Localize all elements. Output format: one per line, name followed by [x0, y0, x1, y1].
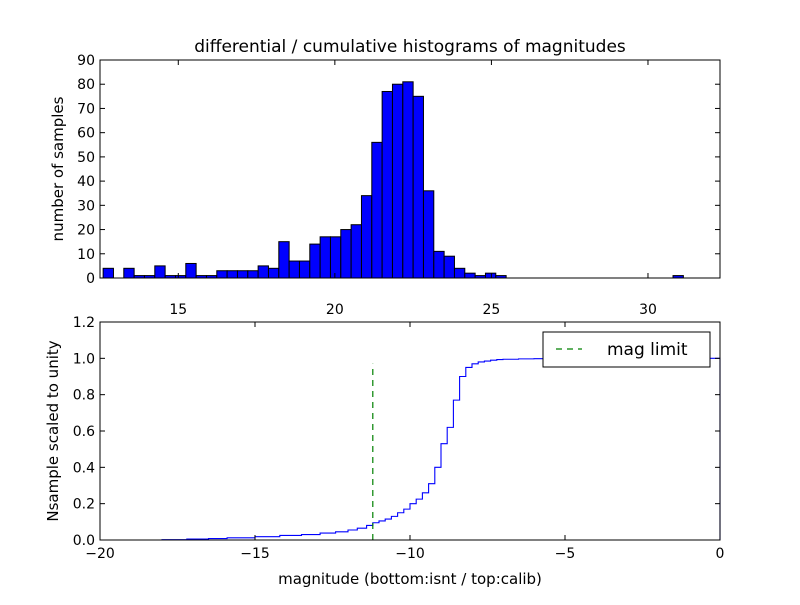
histogram-bar-31: [422, 190, 435, 279]
top-y-tick-label: 80: [77, 77, 95, 93]
legend-label-mag-limit: mag limit: [607, 340, 688, 360]
bottom-plot-frame: [99, 321, 721, 541]
histogram-bar-8: [185, 262, 197, 279]
bottom-y-tick-label: 1.2: [73, 315, 95, 331]
top-y-tick-label: 0: [86, 271, 95, 287]
bottom-y-tick-label: 0.8: [73, 388, 95, 404]
cumulative-curve: [100, 357, 721, 541]
histogram-bar-34: [453, 267, 466, 279]
top-y-axis-label: number of samples: [49, 96, 67, 241]
histogram-bars: [102, 81, 684, 279]
bottom-axis-ticks: 0.0 0.2 0.4 0.6 0.8 1.0 1.2 −20 −15 −10 −5 0: [73, 315, 725, 562]
top-y-tick-label: 30: [77, 198, 95, 214]
histogram-bar-23: [340, 229, 352, 279]
top-x-tick-label: 25: [483, 302, 501, 318]
histogram-bar-27: [381, 90, 393, 279]
top-y-tick-label: 20: [77, 223, 95, 239]
histogram-bar-20: [309, 243, 321, 279]
histogram-bar-21: [319, 236, 331, 279]
histogram-bar-30: [412, 95, 424, 279]
histogram-bar-32: [433, 250, 445, 279]
bottom-x-tick-label: −20: [85, 546, 115, 562]
histogram-bar-37: [484, 272, 497, 279]
bottom-x-tick-label: −10: [395, 546, 425, 562]
histogram-bar-35: [464, 272, 476, 279]
top-y-tick-label: 40: [77, 174, 95, 190]
bottom-x-axis-label: magnitude (bottom:isnt / top:calib): [278, 570, 542, 588]
histogram-bar-28: [391, 83, 404, 279]
histogram-bar-13: [236, 270, 249, 279]
histogram-bar-5: [154, 265, 166, 279]
top-y-tick-label: 60: [77, 126, 95, 142]
histogram-bar-2: [123, 267, 135, 279]
top-x-tick-label: 15: [169, 302, 187, 318]
histogram-bar-17: [278, 241, 290, 279]
bottom-x-tick-label: −5: [555, 546, 576, 562]
cumulative-lines: [100, 357, 721, 541]
histogram-bar-25: [360, 195, 373, 279]
histogram-bar-16: [267, 267, 280, 279]
bottom-y-tick-label: 0.6: [73, 424, 95, 440]
top-y-tick-label: 70: [77, 101, 95, 117]
top-y-tick-label: 10: [77, 247, 95, 263]
top-x-tick-label: 20: [326, 302, 344, 318]
histogram-bar-18: [288, 260, 300, 279]
top-axis-ticks: 0 10 20 30 40 50 60 70 80 90 15 20 25 30: [77, 53, 720, 318]
histogram-bar-26: [371, 141, 383, 279]
chart-title: differential / cumulative histograms of …: [194, 37, 626, 57]
histogram-bar-24: [350, 224, 362, 279]
bottom-y-axis-label: Nsample scaled to unity: [44, 340, 62, 521]
histogram-panel: differential / cumulative histograms of …: [49, 37, 721, 318]
histogram-bar-14: [247, 270, 259, 279]
histogram-bar-0: [102, 267, 114, 279]
histogram-bar-29: [402, 81, 414, 279]
bottom-y-tick-label: 0.0: [73, 533, 95, 549]
top-y-tick-label: 90: [77, 53, 95, 69]
histogram-bar-22: [329, 236, 342, 279]
bottom-x-tick-label: 0: [716, 546, 725, 562]
histogram-bar-11: [216, 270, 228, 279]
histogram-bar-33: [443, 255, 455, 279]
histogram-bar-19: [298, 260, 311, 279]
top-y-tick-label: 50: [77, 150, 95, 166]
histogram-bar-12: [226, 270, 238, 279]
histogram-bar-15: [257, 265, 269, 279]
legend: mag limit: [542, 331, 711, 368]
bottom-y-tick-label: 0.4: [73, 460, 95, 476]
cumulative-panel: Nsample scaled to unity magnitude (botto…: [44, 315, 724, 588]
top-plot-frame: [99, 59, 721, 279]
bottom-y-tick-label: 0.2: [73, 497, 95, 513]
bottom-y-tick-label: 1.0: [73, 351, 95, 367]
top-x-tick-label: 30: [639, 302, 657, 318]
bottom-x-tick-label: −15: [240, 546, 270, 562]
